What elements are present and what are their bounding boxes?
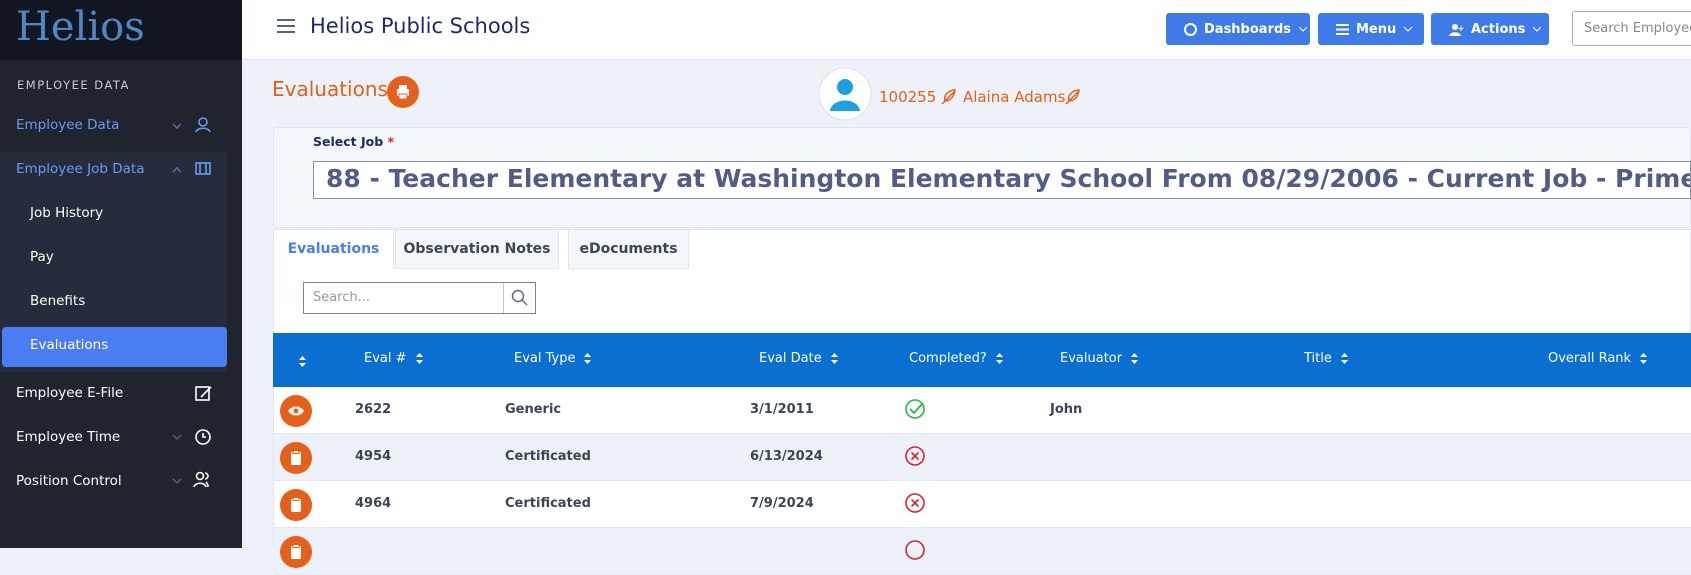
status-icon (903, 538, 927, 566)
nav-item[interactable]: Position Control (16, 473, 122, 489)
print-button[interactable] (387, 76, 419, 108)
table-header (273, 333, 1691, 387)
job-label: Select Job * (313, 134, 394, 149)
search-button[interactable] (503, 282, 536, 314)
cell: Generic (505, 402, 562, 417)
status-icon (903, 491, 927, 519)
cell: 6/13/2024 (750, 449, 823, 464)
sidebar: Helios EMPLOYEE DATA Employee Data Emplo… (0, 0, 242, 548)
column-header[interactable]: Eval # (364, 351, 424, 366)
column-label: Completed? (909, 351, 987, 366)
avatar (818, 67, 872, 121)
nav-subitem[interactable]: Evaluations (30, 337, 109, 353)
button-label: Dashboards (1204, 21, 1292, 37)
column-header[interactable]: Completed? (909, 351, 1004, 366)
tab[interactable]: eDocuments (568, 229, 689, 269)
column-label: Title (1304, 351, 1332, 366)
search-placeholder: Search... (313, 290, 371, 305)
nav-item[interactable]: Employee Data (16, 117, 120, 133)
tab[interactable]: Observation Notes (395, 229, 559, 269)
column-header[interactable]: Eval Type (514, 351, 592, 366)
nav-subitem[interactable]: Pay (30, 249, 54, 265)
app-title: Helios Public Schools (310, 14, 531, 38)
sort-icon (415, 352, 424, 365)
cell: 2622 (355, 402, 392, 417)
nav-subitem[interactable]: Job History (30, 205, 104, 221)
top-bar: Helios Public Schools Dashboards Menu Ac… (242, 0, 1691, 60)
row-action-button[interactable] (280, 536, 312, 568)
row-action-button[interactable] (280, 395, 312, 427)
sort-icon (830, 352, 839, 365)
sort-icon[interactable] (298, 353, 307, 372)
required-mark: * (387, 134, 395, 149)
job-select[interactable]: 88 - Teacher Elementary at Washington El… (313, 161, 1691, 199)
employee-search[interactable]: Search Employee (1572, 11, 1691, 46)
column-label: Evaluator (1060, 351, 1123, 366)
section-label: EMPLOYEE DATA (17, 78, 130, 92)
label-text: Select Job (313, 134, 384, 149)
cell: 4954 (355, 449, 392, 464)
column-header[interactable]: Overall Rank (1548, 351, 1648, 366)
column-header[interactable]: Evaluator (1060, 351, 1139, 366)
edit-icon[interactable] (1063, 87, 1083, 107)
nav-item[interactable]: Employee E-File (16, 385, 124, 401)
employee-id: 100255 (879, 88, 937, 106)
cell: 3/1/2011 (750, 402, 814, 417)
logo[interactable]: Helios (0, 0, 242, 60)
sort-icon (583, 352, 592, 365)
hamburger[interactable] (276, 18, 296, 34)
status-icon (903, 397, 927, 425)
page-title: Evaluations (272, 77, 388, 101)
table-search[interactable]: Search... (303, 282, 536, 314)
sort-icon (995, 352, 1004, 365)
nav-icons (172, 117, 212, 488)
actions-button[interactable]: Actions (1431, 13, 1549, 45)
sort-icon (1130, 352, 1139, 365)
column-label: Overall Rank (1548, 351, 1632, 366)
column-label: Eval # (364, 351, 407, 366)
nav-subitem[interactable]: Benefits (30, 293, 86, 309)
column-header[interactable]: Title (1304, 351, 1349, 366)
table-row (274, 481, 1691, 528)
nav-item[interactable]: Employee Time (16, 429, 121, 445)
employee-name: Alaina Adams (963, 88, 1066, 106)
sort-icon (1340, 352, 1349, 365)
cell: 4964 (355, 496, 392, 511)
cell: John (1050, 402, 1083, 417)
table-row (274, 434, 1691, 481)
cell: 7/9/2024 (750, 496, 814, 511)
sort-icon (1639, 352, 1648, 365)
row-action-button[interactable] (280, 442, 312, 474)
column-label: Eval Date (759, 351, 822, 366)
table-row (274, 387, 1691, 434)
button-label: Actions (1471, 21, 1526, 37)
active-item (2, 327, 227, 367)
column-header[interactable]: Eval Date (759, 351, 839, 366)
cell: Certificated (505, 496, 591, 511)
edit-icon[interactable] (939, 87, 959, 107)
tab[interactable]: Evaluations (273, 229, 394, 269)
cell: Certificated (505, 449, 591, 464)
table-row (274, 528, 1691, 575)
status-icon (903, 444, 927, 472)
column-label: Eval Type (514, 351, 576, 366)
row-action-button[interactable] (280, 489, 312, 521)
dashboards-button[interactable]: Dashboards (1166, 13, 1310, 45)
menu-button[interactable]: Menu (1318, 13, 1424, 45)
button-label: Menu (1356, 21, 1397, 37)
nav-item[interactable]: Employee Job Data (16, 161, 145, 177)
